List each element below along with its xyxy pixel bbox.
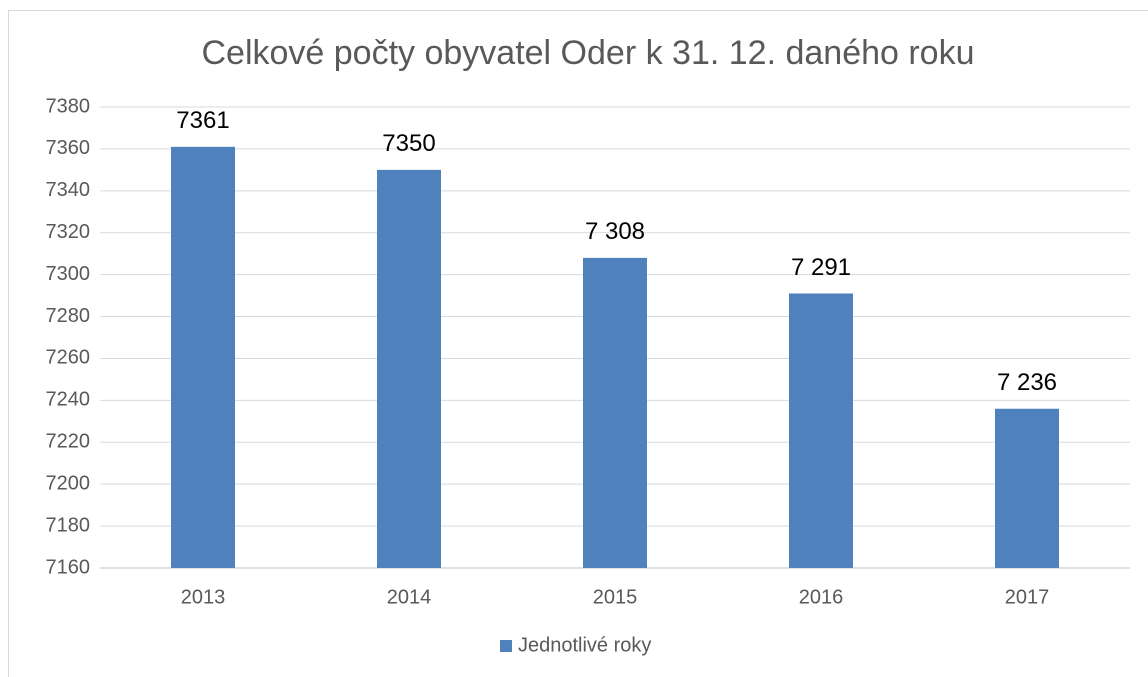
bar (171, 146, 235, 568)
x-tick-label: 2017 (1005, 586, 1050, 608)
bar (583, 257, 647, 568)
y-tick-label: 7200 (46, 472, 91, 494)
y-tick-label: 7260 (46, 347, 91, 369)
y-tick-label: 7340 (46, 179, 91, 201)
x-tick-label: 2016 (799, 586, 844, 608)
y-tick-label: 7280 (46, 305, 91, 327)
y-tick-label: 7380 (46, 95, 91, 117)
y-tick-label: 7300 (46, 263, 91, 285)
y-tick-label: 7360 (46, 137, 91, 159)
y-tick-label: 7220 (46, 431, 91, 453)
y-tick-label: 7180 (46, 514, 91, 536)
legend-swatch (500, 640, 512, 652)
bar (995, 408, 1059, 568)
value-label: 7 236 (997, 369, 1057, 396)
x-tick-label: 2015 (593, 586, 638, 608)
value-label: 7350 (382, 130, 435, 157)
legend-label: Jednotlivé roky (518, 634, 651, 656)
x-tick-label: 2013 (181, 586, 226, 608)
y-tick-label: 7160 (46, 556, 91, 578)
bar (377, 169, 441, 568)
value-label: 7 308 (585, 218, 645, 245)
y-tick-label: 7320 (46, 221, 91, 243)
chart-title: Celkové počty obyvatel Oder k 31. 12. da… (201, 34, 974, 72)
x-tick-label: 2014 (387, 586, 432, 608)
bar (789, 293, 853, 568)
value-label: 7 291 (791, 254, 851, 281)
y-tick-label: 7240 (46, 389, 91, 411)
value-label: 7361 (176, 107, 229, 134)
